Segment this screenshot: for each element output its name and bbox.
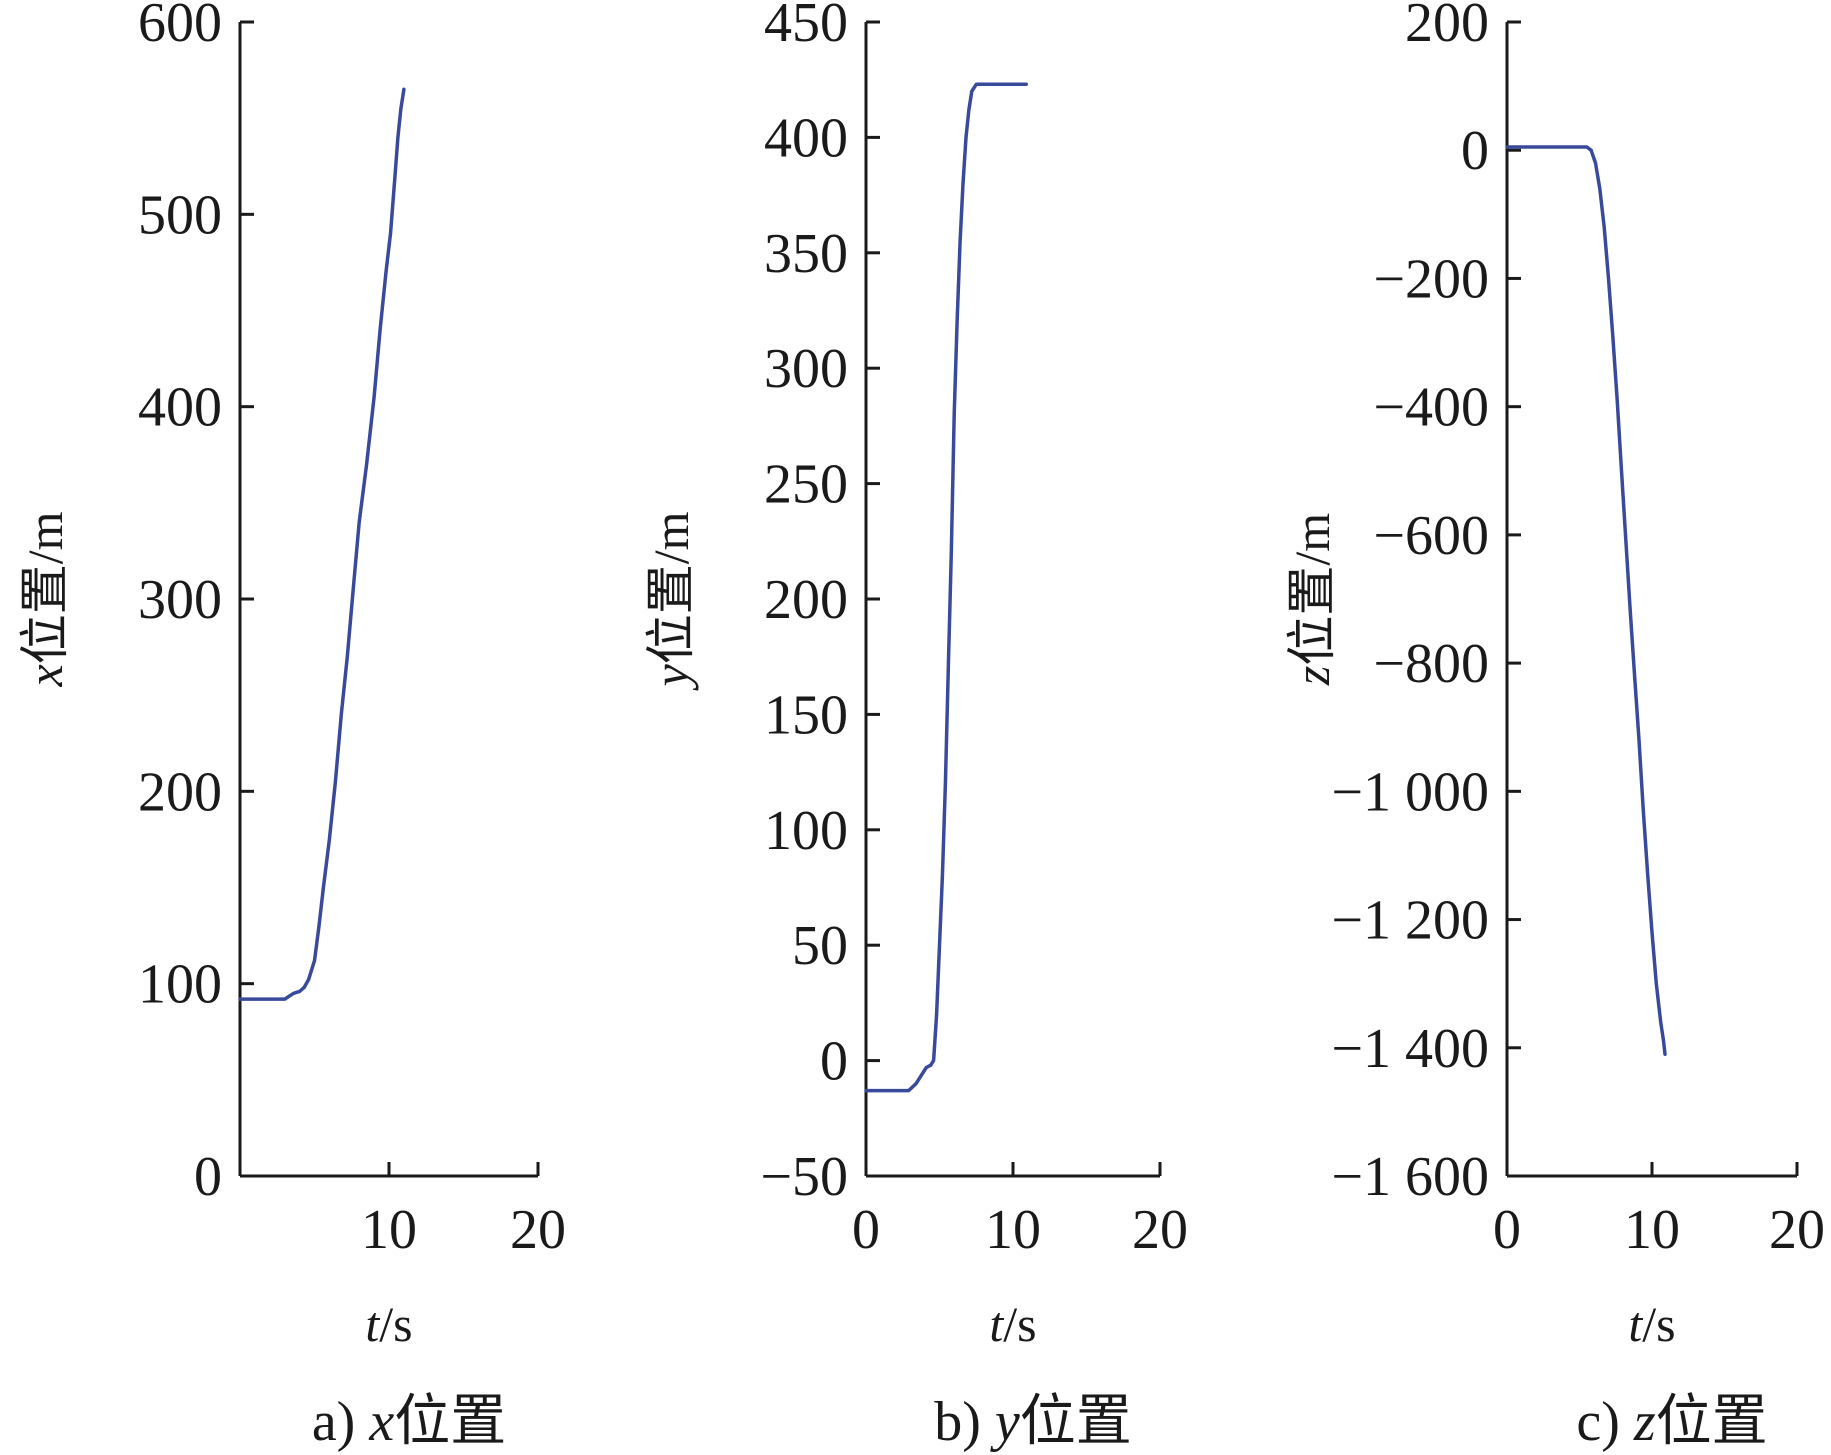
y-tick-label: −1 000 bbox=[1331, 761, 1489, 823]
y-tick-label: −50 bbox=[760, 1146, 848, 1208]
x-axis-label-var: t bbox=[989, 1296, 1004, 1352]
y-tick-label: 200 bbox=[764, 569, 848, 631]
y-axis-label-text: 位置/m bbox=[1284, 513, 1340, 666]
series-line bbox=[864, 82, 1028, 1093]
series-line bbox=[238, 87, 406, 1001]
caption-var: z bbox=[1633, 1391, 1656, 1453]
panel-caption: b) y位置 bbox=[934, 1391, 1132, 1453]
y-tick-label: 100 bbox=[764, 800, 848, 862]
y-axis-label-var: z bbox=[1284, 666, 1340, 686]
caption-var: x bbox=[368, 1391, 394, 1453]
y-tick-label: 300 bbox=[138, 569, 222, 631]
panel-caption: a) x位置 bbox=[312, 1391, 506, 1453]
x-tick-label: 20 bbox=[1769, 1199, 1825, 1261]
chart-panel-3: −1 600 −1 400 −1 200 −1 000 −800 −600 −400 −200… bbox=[1284, 0, 1825, 1453]
y-tick-label: 300 bbox=[764, 338, 848, 400]
caption-suffix: 位置 bbox=[1656, 1391, 1768, 1453]
x-axis-label: t/s bbox=[365, 1296, 412, 1352]
y-tick-label: −1 200 bbox=[1331, 890, 1489, 952]
y-tick-label: 0 bbox=[1461, 120, 1489, 182]
caption-suffix: 位置 bbox=[1020, 1391, 1132, 1453]
caption-prefix: b) bbox=[934, 1391, 995, 1453]
caption-var: y bbox=[990, 1391, 1020, 1453]
y-axis-label-text: 位置/m bbox=[643, 511, 699, 664]
y-tick-label: 200 bbox=[138, 761, 222, 823]
y-tick-label: 350 bbox=[764, 223, 848, 285]
x-tick-label: 10 bbox=[985, 1199, 1041, 1261]
y-tick-label: 0 bbox=[194, 1146, 222, 1208]
y-tick-label: 0 bbox=[820, 1031, 848, 1093]
y-tick-label: 150 bbox=[764, 684, 848, 746]
x-tick-label: 10 bbox=[1624, 1199, 1680, 1261]
panel-caption: c) z位置 bbox=[1576, 1391, 1767, 1453]
x-axis-label-unit: /s bbox=[1642, 1296, 1675, 1352]
x-axis-label-unit: /s bbox=[1003, 1296, 1036, 1352]
y-tick-label: 50 bbox=[792, 915, 848, 977]
y-axis-label: z位置/m bbox=[1284, 513, 1340, 686]
y-tick-label: 100 bbox=[138, 954, 222, 1016]
y-axis-label: y位置/m bbox=[643, 511, 699, 691]
x-tick-label: 10 bbox=[361, 1199, 417, 1261]
y-axis-label-var: y bbox=[643, 664, 699, 692]
series-line bbox=[1505, 145, 1667, 1056]
y-tick-label: −600 bbox=[1373, 505, 1489, 567]
x-axis-label-var: t bbox=[365, 1296, 380, 1352]
x-tick-label: 20 bbox=[510, 1199, 566, 1261]
x-axis-label: t/s bbox=[989, 1296, 1036, 1352]
caption-prefix: a) bbox=[312, 1391, 370, 1453]
y-axis-label-text: 位置/m bbox=[17, 511, 73, 664]
y-tick-label: −1 400 bbox=[1331, 1018, 1489, 1080]
y-axis-label-var: x bbox=[17, 664, 73, 687]
x-tick-label: 0 bbox=[852, 1199, 880, 1261]
y-tick-label: −200 bbox=[1373, 248, 1489, 310]
y-tick-label: 200 bbox=[1405, 0, 1489, 54]
x-axis-label-var: t bbox=[1628, 1296, 1643, 1352]
y-tick-label: 450 bbox=[764, 0, 848, 54]
x-axis-label: t/s bbox=[1628, 1296, 1675, 1352]
y-tick-label: −800 bbox=[1373, 633, 1489, 695]
caption-suffix: 位置 bbox=[394, 1391, 506, 1453]
y-tick-label: 500 bbox=[138, 184, 222, 246]
y-tick-label: 250 bbox=[764, 454, 848, 516]
y-tick-label: 600 bbox=[138, 0, 222, 54]
caption-prefix: c) bbox=[1576, 1391, 1634, 1453]
x-tick-label: 20 bbox=[1132, 1199, 1188, 1261]
x-axis-label-unit: /s bbox=[379, 1296, 412, 1352]
x-tick-label: 0 bbox=[1493, 1199, 1521, 1261]
y-axis-label: x位置/m bbox=[17, 511, 73, 687]
y-tick-label: 400 bbox=[138, 377, 222, 439]
y-tick-label: 400 bbox=[764, 107, 848, 169]
y-tick-label: −400 bbox=[1373, 377, 1489, 439]
y-tick-label: −1 600 bbox=[1331, 1146, 1489, 1208]
